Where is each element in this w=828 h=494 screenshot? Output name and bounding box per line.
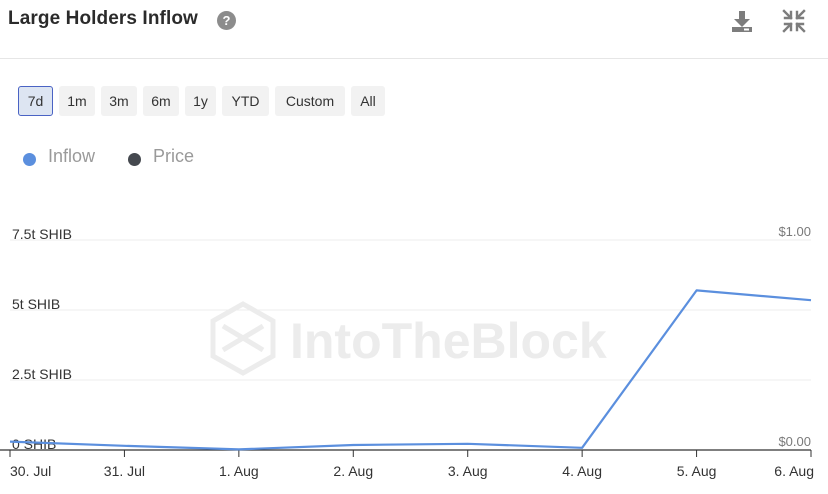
x-tick-label: 30. Jul — [10, 463, 51, 479]
legend-item-price[interactable]: Price — [128, 146, 208, 170]
x-tick-label: 31. Jul — [104, 463, 145, 479]
x-tick-label: 6. Aug — [774, 463, 814, 479]
y-left-tick-label: 0 SHIB — [12, 436, 56, 452]
y-left-tick-label: 5t SHIB — [12, 296, 60, 312]
watermark-text: IntoTheBlock — [290, 313, 607, 369]
x-tick-label: 5. Aug — [677, 463, 717, 479]
help-icon[interactable]: ? — [217, 11, 236, 30]
range-7d-button[interactable]: 7d — [18, 86, 53, 116]
range-all-button[interactable]: All — [351, 86, 385, 116]
x-tick-label: 3. Aug — [448, 463, 488, 479]
range-6m-button[interactable]: 6m — [143, 86, 179, 116]
y-right-tick-label: $1.00 — [778, 224, 811, 239]
inflow-dot-icon — [23, 153, 36, 166]
collapse-icon[interactable] — [781, 8, 807, 34]
range-1y-button[interactable]: 1y — [185, 86, 216, 116]
x-tick-label: 1. Aug — [219, 463, 259, 479]
watermark: IntoTheBlock — [210, 301, 607, 376]
range-1m-button[interactable]: 1m — [59, 86, 95, 116]
chart-title: Large Holders Inflow — [8, 8, 198, 29]
range-custom-button[interactable]: Custom — [275, 86, 345, 116]
y-left-tick-label: 2.5t SHIB — [12, 366, 72, 382]
chart-header: Large Holders Inflow ? — [0, 0, 828, 59]
x-tick-label: 2. Aug — [333, 463, 373, 479]
download-icon[interactable] — [729, 8, 755, 34]
legend-label-price: Price — [153, 146, 195, 166]
legend-item-inflow[interactable]: Inflow — [23, 146, 113, 170]
x-tick-label: 4. Aug — [562, 463, 602, 479]
legend-label-inflow: Inflow — [48, 146, 96, 166]
watermark-logo-icon — [210, 301, 276, 376]
range-ytd-button[interactable]: YTD — [222, 86, 269, 116]
series-line-inflow[interactable] — [9, 289, 812, 451]
y-left-tick-label: 7.5t SHIB — [12, 226, 72, 242]
price-dot-icon — [128, 153, 141, 166]
y-right-tick-label: $0.00 — [778, 434, 811, 449]
range-3m-button[interactable]: 3m — [101, 86, 137, 116]
